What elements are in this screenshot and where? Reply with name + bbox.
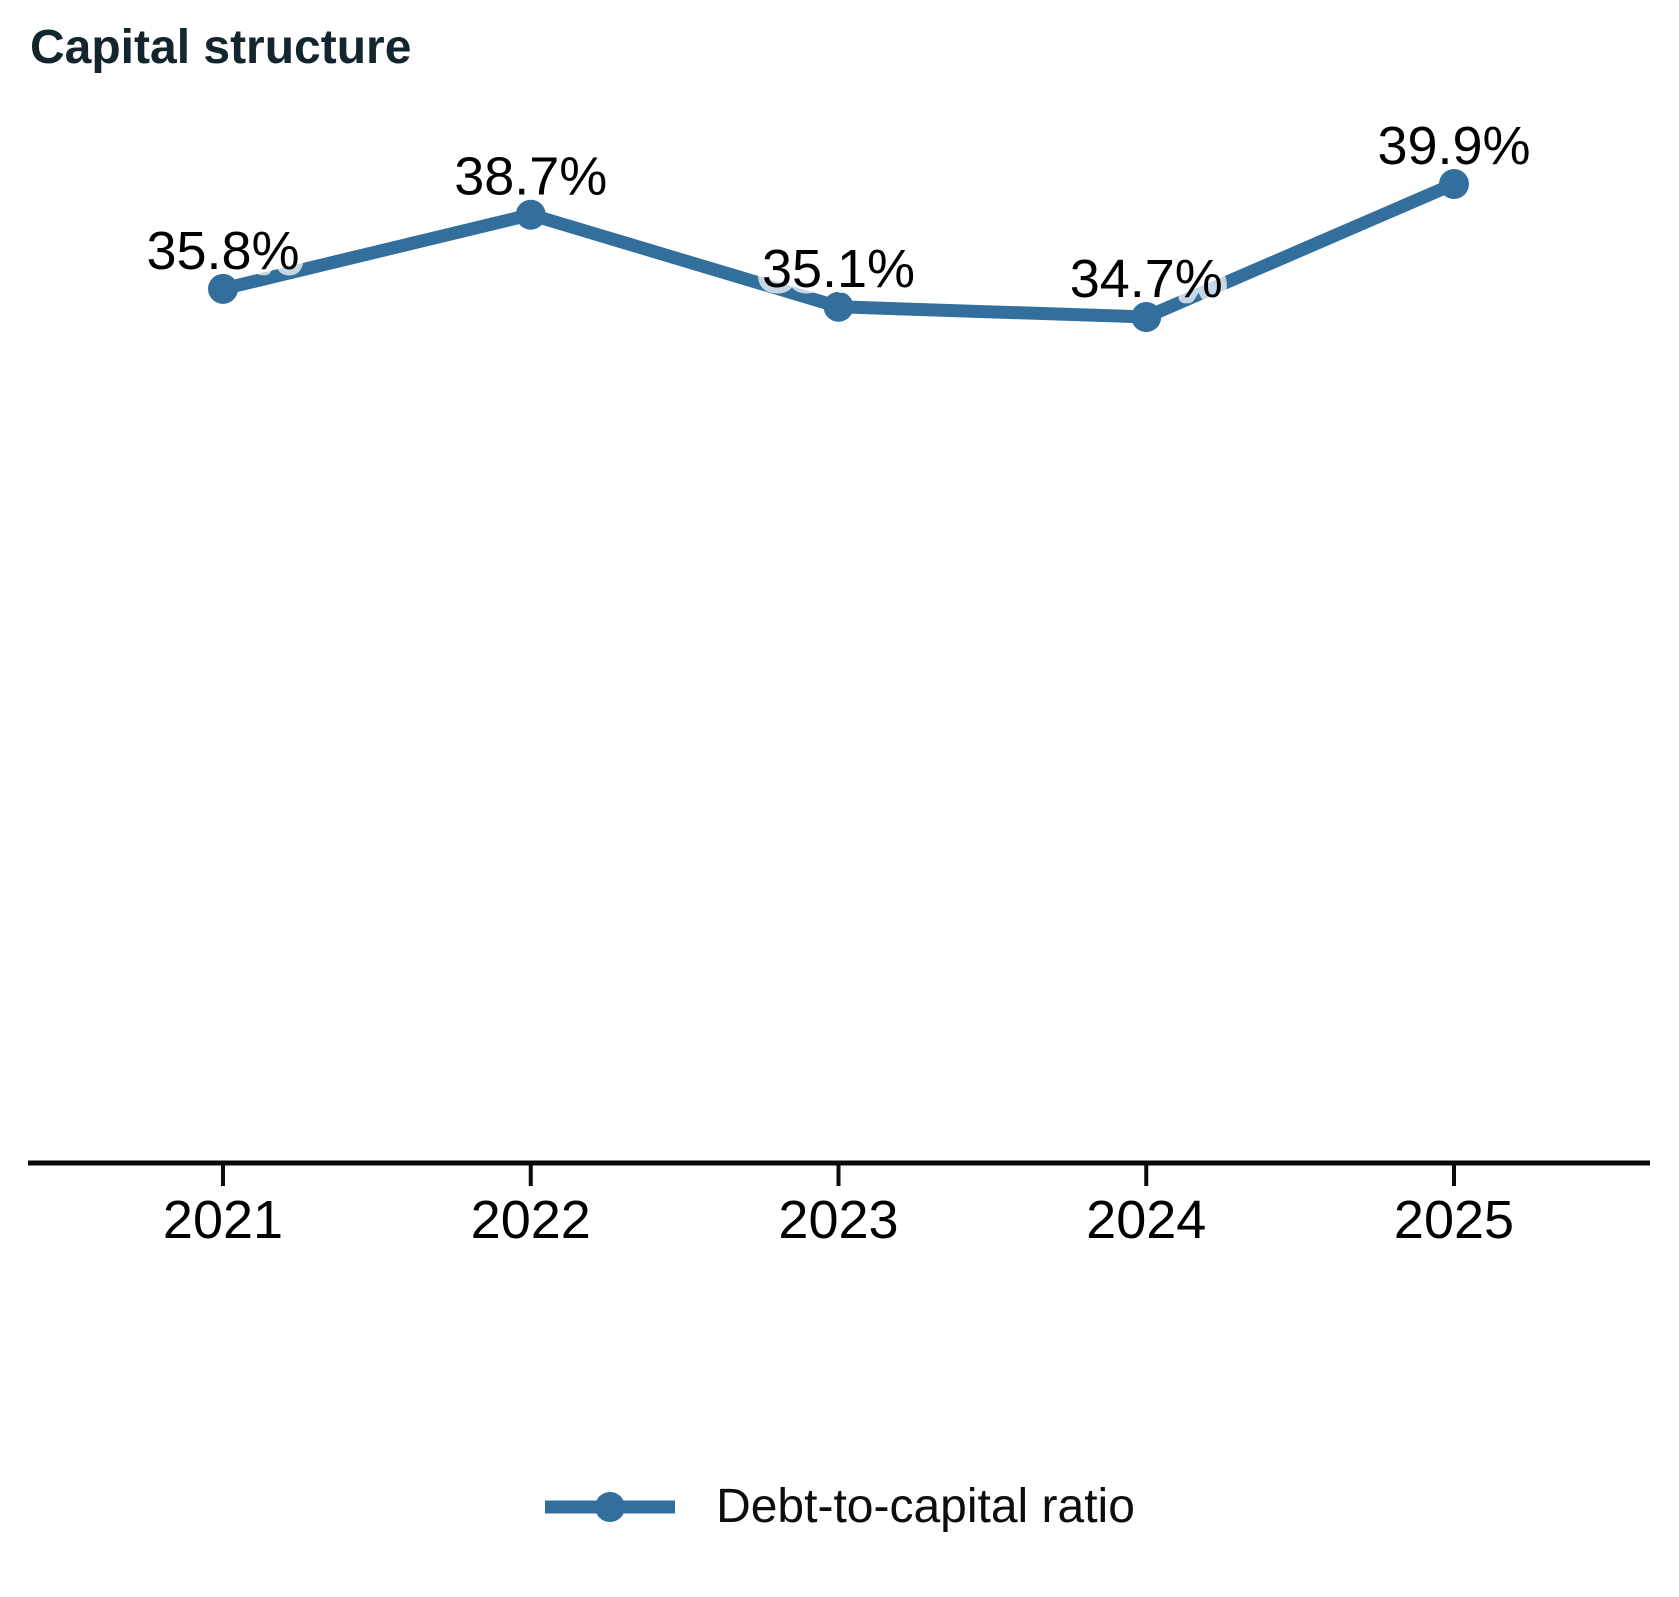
data-point-label: 35.8% xyxy=(146,221,299,281)
chart-title: Capital structure xyxy=(30,21,412,74)
data-point-marker xyxy=(823,291,854,322)
legend-line-marker-icon xyxy=(545,1492,676,1523)
x-axis-tick-label: 2024 xyxy=(1086,1190,1206,1250)
x-axis-tick-label: 2021 xyxy=(163,1190,283,1250)
data-point-label: 39.9% xyxy=(1377,116,1530,176)
x-axis-tick-label: 2025 xyxy=(1394,1190,1514,1250)
legend-marker-dot xyxy=(595,1492,626,1523)
legend-label: Debt-to-capital ratio xyxy=(716,1480,1135,1533)
legend: Debt-to-capital ratio xyxy=(0,1480,1679,1534)
data-point-marker xyxy=(1131,302,1162,332)
data-point-label: 38.7% xyxy=(454,147,607,207)
data-point-label: 34.7% xyxy=(1070,249,1223,309)
x-axis-tick-label: 2023 xyxy=(778,1190,898,1250)
data-point-marker xyxy=(1439,169,1469,199)
data-point-label: 35.1% xyxy=(762,239,915,299)
data-point-marker xyxy=(515,199,546,230)
data-point-marker xyxy=(208,273,238,304)
x-axis-tick-label: 2022 xyxy=(471,1190,591,1250)
